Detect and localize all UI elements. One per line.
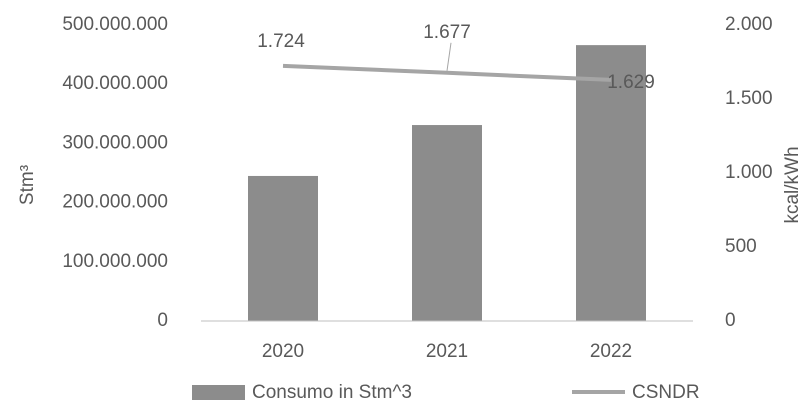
line — [282, 63, 612, 82]
y2-axis-label: kcal/kWh — [782, 146, 803, 223]
y2-tick-label: 500 — [725, 236, 757, 257]
y2-tick-label: 2.000 — [725, 14, 773, 35]
bar — [412, 125, 482, 321]
bar — [576, 45, 646, 322]
legend-label: CSNDR — [632, 382, 700, 403]
y2-tick-label: 1.000 — [725, 162, 773, 183]
data-label: 1.629 — [607, 72, 655, 93]
legend-swatch — [192, 385, 245, 400]
leader-line — [446, 42, 452, 71]
bar — [248, 175, 318, 321]
y-tick-label: 400.000.000 — [62, 73, 168, 94]
data-label: 1.724 — [257, 31, 305, 52]
y2-tick-label: 0 — [725, 310, 736, 331]
y2-tick-label: 1.500 — [725, 88, 773, 109]
y-tick-label: 500.000.000 — [62, 14, 168, 35]
y-tick-label: 0 — [157, 310, 168, 331]
x-tick-label: 2022 — [590, 341, 632, 362]
y-axis-label: Stm³ — [17, 165, 38, 205]
x-tick-label: 2021 — [426, 341, 468, 362]
data-label: 1.677 — [423, 22, 471, 43]
y-tick-label: 300.000.000 — [62, 132, 168, 153]
y-tick-label: 200.000.000 — [62, 192, 168, 213]
x-tick-label: 2020 — [262, 341, 304, 362]
legend-label: Consumo in Stm^3 — [252, 382, 412, 403]
y-tick-label: 100.000.000 — [62, 251, 168, 272]
